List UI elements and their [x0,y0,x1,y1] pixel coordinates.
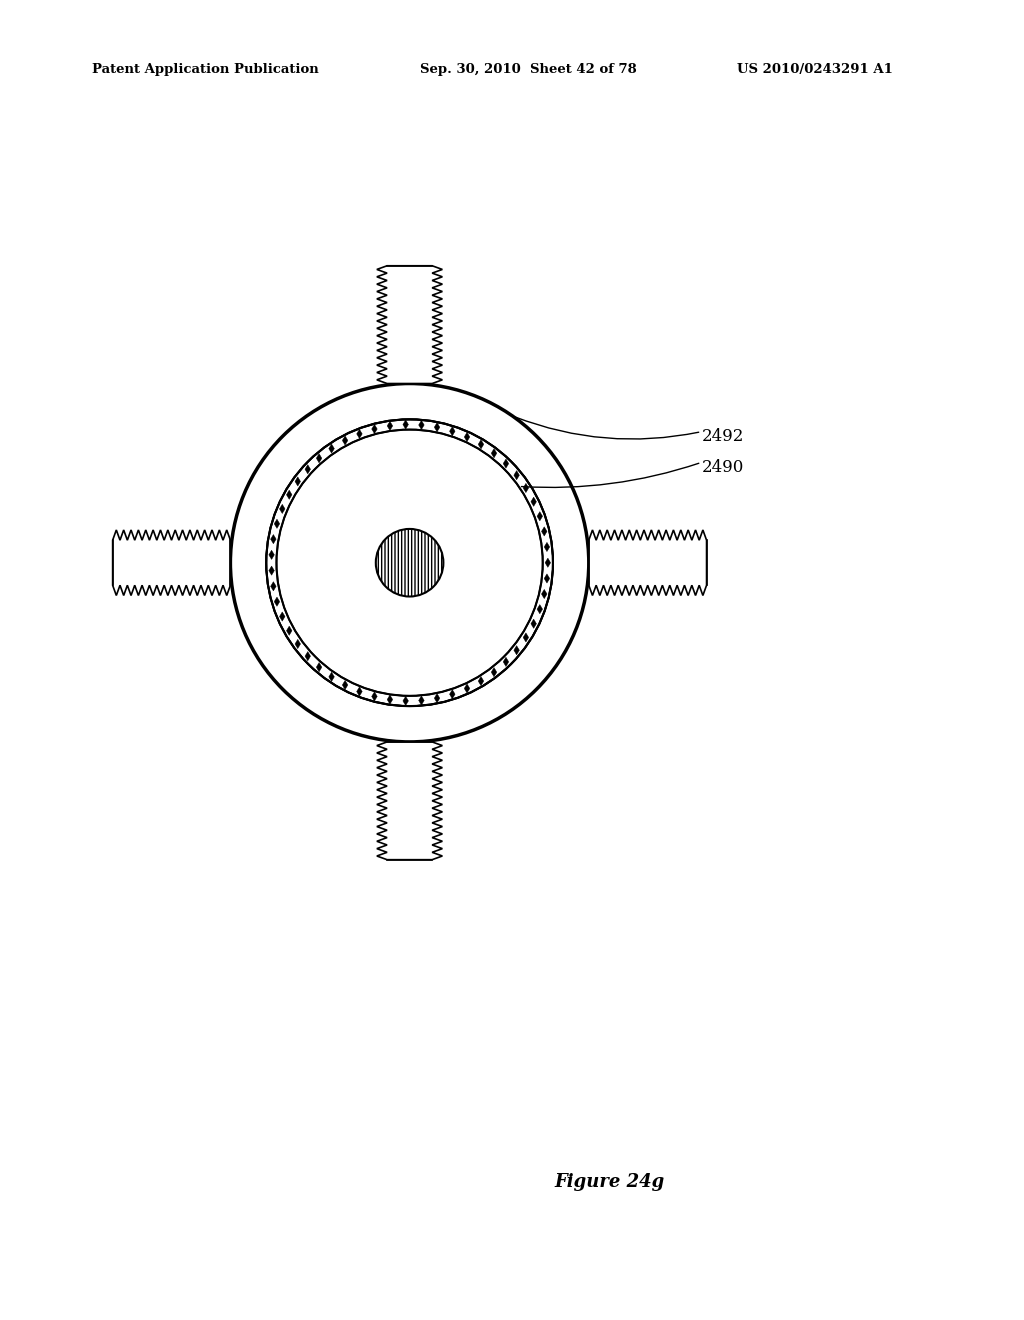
Polygon shape [419,696,424,705]
Polygon shape [537,512,543,521]
Polygon shape [377,265,442,384]
Polygon shape [464,684,470,693]
Polygon shape [287,626,292,635]
Polygon shape [523,632,528,642]
Polygon shape [419,420,424,429]
Polygon shape [450,689,455,698]
Polygon shape [274,519,280,528]
Wedge shape [230,384,589,742]
Polygon shape [113,529,230,595]
Polygon shape [544,574,550,583]
Polygon shape [269,550,274,560]
Polygon shape [545,558,551,568]
Polygon shape [274,597,280,606]
Polygon shape [402,696,409,705]
Polygon shape [503,657,509,667]
Circle shape [230,384,589,742]
Circle shape [266,420,553,706]
Circle shape [376,529,443,597]
Text: Sep. 30, 2010  Sheet 42 of 78: Sep. 30, 2010 Sheet 42 of 78 [420,63,637,77]
Text: Patent Application Publication: Patent Application Publication [92,63,318,77]
Polygon shape [387,421,392,430]
Polygon shape [530,498,537,507]
Polygon shape [269,566,274,576]
Polygon shape [514,645,519,655]
Polygon shape [280,504,285,513]
Polygon shape [377,742,442,859]
Text: US 2010/0243291 A1: US 2010/0243291 A1 [737,63,893,77]
Polygon shape [316,454,322,463]
Polygon shape [342,436,348,445]
Polygon shape [589,529,707,595]
Polygon shape [523,483,528,492]
Polygon shape [356,429,362,438]
Polygon shape [537,605,543,614]
Polygon shape [402,420,409,429]
Text: 2490: 2490 [701,459,743,477]
Wedge shape [266,420,553,706]
Polygon shape [377,265,442,384]
Polygon shape [316,663,322,672]
Polygon shape [450,426,455,436]
Polygon shape [514,471,519,480]
Polygon shape [464,433,470,442]
Polygon shape [492,668,497,677]
Polygon shape [434,422,440,432]
Polygon shape [544,543,550,552]
Polygon shape [295,477,300,486]
Polygon shape [329,444,335,453]
Text: 2492: 2492 [701,428,743,445]
Polygon shape [503,459,509,469]
Polygon shape [372,425,377,434]
Polygon shape [372,692,377,701]
Polygon shape [589,529,707,595]
Polygon shape [342,680,348,689]
Polygon shape [542,590,547,599]
Polygon shape [356,686,362,696]
Polygon shape [530,619,537,628]
Polygon shape [542,527,547,536]
Circle shape [276,429,543,696]
Polygon shape [295,639,300,648]
Polygon shape [270,535,276,544]
Polygon shape [478,676,483,685]
Polygon shape [113,529,230,595]
Polygon shape [492,449,497,458]
Polygon shape [478,440,483,449]
Circle shape [276,429,543,696]
Polygon shape [270,582,276,591]
Polygon shape [377,742,442,859]
Polygon shape [305,652,310,661]
Polygon shape [434,693,440,702]
Text: Figure 24g: Figure 24g [554,1172,665,1191]
Polygon shape [305,465,310,474]
Polygon shape [387,694,392,704]
Polygon shape [280,612,285,622]
Polygon shape [287,490,292,499]
Polygon shape [329,672,335,681]
